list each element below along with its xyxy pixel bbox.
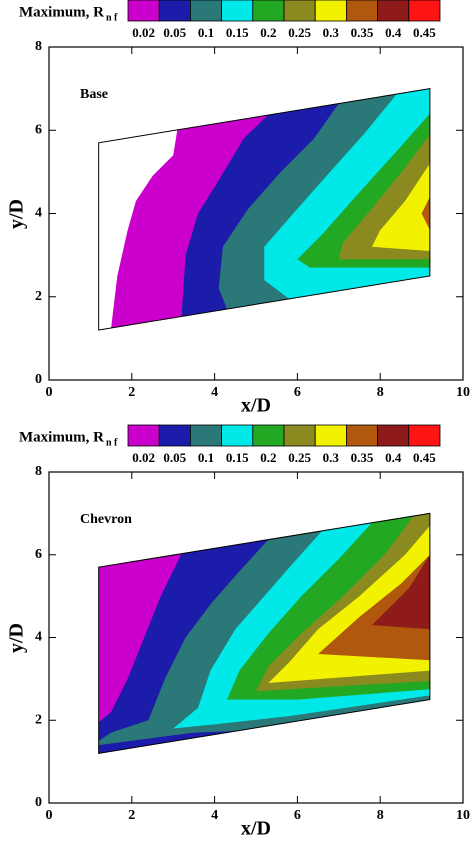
legend-label: 0.45 xyxy=(413,450,436,465)
legend-swatch xyxy=(158,424,191,447)
x-tick-label: 0 xyxy=(46,385,53,400)
y-axis-label: y/D xyxy=(6,199,28,229)
y-tick-label: 2 xyxy=(35,712,42,727)
legend-label: 0.3 xyxy=(323,450,340,465)
contour-region xyxy=(318,554,430,661)
legend-label: 0.05 xyxy=(163,25,186,40)
x-tick-label: 0 xyxy=(46,808,53,823)
x-tick-label: 2 xyxy=(128,808,135,823)
legend-label: 0.02 xyxy=(132,450,155,465)
legend-swatch xyxy=(221,0,254,22)
y-tick-label: 8 xyxy=(35,464,42,479)
legend-swatch xyxy=(377,0,410,22)
legend-label: 0.35 xyxy=(351,25,374,40)
x-tick-label: 10 xyxy=(456,808,470,823)
legend-swatch xyxy=(408,0,441,22)
y-tick-label: 4 xyxy=(35,206,42,221)
legend-swatch xyxy=(345,0,378,22)
legend-label: 0.15 xyxy=(226,450,249,465)
x-tick-label: 10 xyxy=(456,385,470,400)
legend-label: 0.2 xyxy=(260,25,276,40)
legend-label: 0.4 xyxy=(385,25,402,40)
legend-swatch xyxy=(127,424,160,447)
domain-boundary xyxy=(98,512,431,754)
legend-swatch xyxy=(377,424,410,447)
legend-swatch xyxy=(314,424,347,447)
x-tick-label: 8 xyxy=(377,385,384,400)
x-axis-label: x/D xyxy=(241,395,271,417)
x-tick-label: 6 xyxy=(294,385,301,400)
legend-label: 0.1 xyxy=(198,450,214,465)
legend-swatch xyxy=(283,424,316,447)
contour-region xyxy=(371,163,430,251)
y-tick-label: 0 xyxy=(35,795,42,810)
y-axis-label: y/D xyxy=(6,623,28,653)
legend-label: 0.02 xyxy=(132,25,155,40)
legend-title: Maximum, R xyxy=(19,429,104,445)
x-tick-label: 4 xyxy=(211,385,218,400)
legend-title-subscript: n f xyxy=(106,12,118,23)
y-tick-label: 6 xyxy=(35,547,42,562)
legend-swatch xyxy=(252,0,285,22)
legend-label: 0.35 xyxy=(351,450,374,465)
legend-swatch xyxy=(408,424,441,447)
legend-label: 0.25 xyxy=(288,450,311,465)
legend-label: 0.15 xyxy=(226,25,249,40)
legend-swatch xyxy=(158,0,191,22)
x-tick-label: 4 xyxy=(211,808,218,823)
x-tick-label: 8 xyxy=(377,808,384,823)
legend-swatch xyxy=(283,0,316,22)
legend-swatch xyxy=(127,0,160,22)
legend-swatch xyxy=(252,424,285,447)
contour-region xyxy=(421,196,430,231)
x-tick-label: 2 xyxy=(128,385,135,400)
legend-swatch xyxy=(345,424,378,447)
y-tick-label: 4 xyxy=(35,630,42,645)
x-tick-label: 6 xyxy=(294,808,301,823)
legend-label: 0.1 xyxy=(198,25,214,40)
legend-swatch xyxy=(221,424,254,447)
legend-label: 0.05 xyxy=(163,450,186,465)
annotation: Base xyxy=(80,87,108,102)
domain-boundary xyxy=(98,88,431,331)
y-tick-label: 0 xyxy=(35,372,42,387)
legend-label: 0.45 xyxy=(413,25,436,40)
legend-title-subscript: n f xyxy=(106,437,118,448)
x-axis-label: x/D xyxy=(241,818,271,840)
legend-title: Maximum, R xyxy=(19,4,104,20)
legend-swatch xyxy=(189,424,222,447)
legend-label: 0.3 xyxy=(323,25,340,40)
legend-swatch xyxy=(314,0,347,22)
annotation: Chevron xyxy=(80,512,132,527)
y-tick-label: 8 xyxy=(35,39,42,54)
contour-region xyxy=(371,554,430,630)
legend-label: 0.25 xyxy=(288,25,311,40)
y-tick-label: 6 xyxy=(35,122,42,137)
legend-label: 0.4 xyxy=(385,450,402,465)
legend-label: 0.2 xyxy=(260,450,276,465)
y-tick-label: 2 xyxy=(35,289,42,304)
legend-swatch xyxy=(189,0,222,22)
